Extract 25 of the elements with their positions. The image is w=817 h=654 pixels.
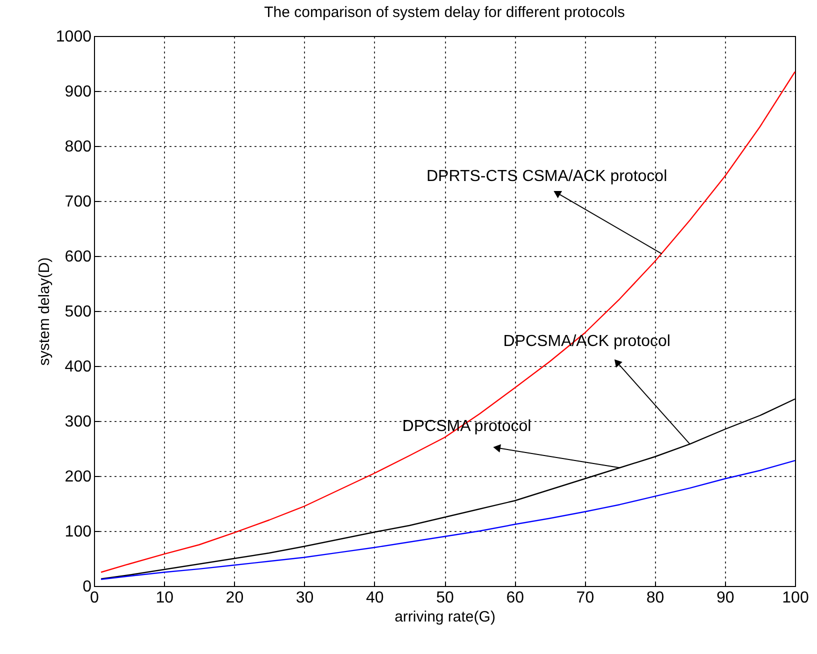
x-tick-label: 60: [506, 590, 524, 606]
y-tick-label: 200: [64, 468, 92, 486]
y-tick-label: 400: [64, 358, 92, 376]
y-tick-label: 700: [64, 194, 92, 210]
x-tick-label: 80: [646, 590, 664, 606]
x-tick-label: 20: [226, 590, 244, 606]
y-tick-label: 0: [82, 578, 92, 596]
annotation: DPRTS-CTS CSMA/ACK protocol: [426, 168, 668, 185]
y-axis-title: system delay(D): [36, 257, 53, 366]
y-tick-label: 600: [64, 248, 92, 266]
y-tick-label: 500: [64, 304, 92, 320]
y-tick-label: 300: [64, 414, 92, 430]
x-tick-label: 90: [716, 590, 734, 606]
chart-title: The comparison of system delay for different protocols: [264, 4, 625, 21]
y-tick-label: 1000: [56, 28, 92, 46]
x-tick-label: 30: [296, 590, 314, 606]
y-tick-label: 100: [64, 524, 92, 540]
x-tick-label: 40: [366, 590, 384, 606]
x-tick-label: 50: [436, 590, 454, 606]
x-tick-label: 100: [782, 590, 809, 606]
y-tick-label: 800: [64, 138, 92, 156]
x-tick-label: 70: [576, 590, 594, 606]
x-tick-label: 10: [156, 590, 174, 606]
x-axis-title: arriving rate(G): [394, 608, 496, 626]
y-tick-label: 900: [64, 84, 92, 100]
